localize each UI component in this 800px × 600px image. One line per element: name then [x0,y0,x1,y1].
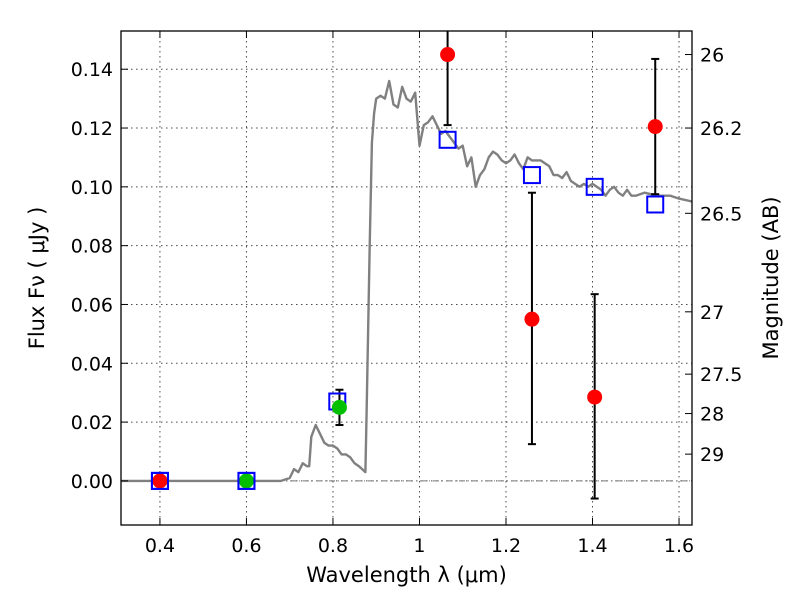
observed-point-red [152,473,168,489]
model-flux-square [585,177,604,196]
observed-point-green [331,399,347,415]
mag-tick-label: 29 [700,444,724,466]
model-flux-square [522,166,541,185]
mag-tick-label: 26.2 [700,118,742,140]
x-tick-label: 1.2 [491,535,521,557]
x-tick-label: 1.4 [577,535,607,557]
mag-tick-label: 27 [700,302,724,324]
y-tick-label: 0.14 [71,59,113,81]
spectrum-line [121,79,693,483]
tick-layer: 0.4 0.6 0.8 1 1.2 1.4 1.6 0.00 0.02 0.04 0.06 0.08 0… [71,31,742,557]
y-tick-label: 0.10 [71,177,113,199]
observed-point-red [587,389,603,405]
observed-point-red [647,119,663,135]
x-tick-label: 0.6 [231,535,261,557]
x-tick-label: 0.4 [145,535,175,557]
y-axis-title: Flux Fν ( μJy ) [25,207,49,350]
x-tick-label: 0.8 [318,535,348,557]
observed-point-red [440,47,456,63]
grid-layer [121,31,692,525]
mag-tick-label: 26 [700,45,724,67]
observed-point-red [524,311,540,327]
data-layer [121,31,693,500]
mag-tick-label: 28 [700,404,724,426]
y-tick-label: 0.02 [71,412,113,434]
y-tick-label: 0.06 [71,294,113,316]
x-tick-label: 1.6 [664,535,694,557]
y-tick-label: 0.04 [71,353,113,375]
mag-tick-label: 26.5 [700,203,742,225]
y-tick-label: 0.12 [71,118,113,140]
model-flux-square [646,195,665,214]
model-flux-square [438,130,457,149]
model-flux-square [150,471,169,490]
y2-axis-title: Magnitude (AB) [759,196,783,359]
y-tick-label: 0.08 [71,236,113,258]
mag-tick-label: 27.5 [700,364,742,386]
x-axis-title: Wavelength λ (μm) [306,563,507,587]
y-tick-label: 0.00 [71,471,113,493]
x-tick-label: 1 [413,535,425,557]
observed-point-green [238,473,254,489]
plot-frame [120,30,693,526]
model-flux-square [237,471,256,490]
